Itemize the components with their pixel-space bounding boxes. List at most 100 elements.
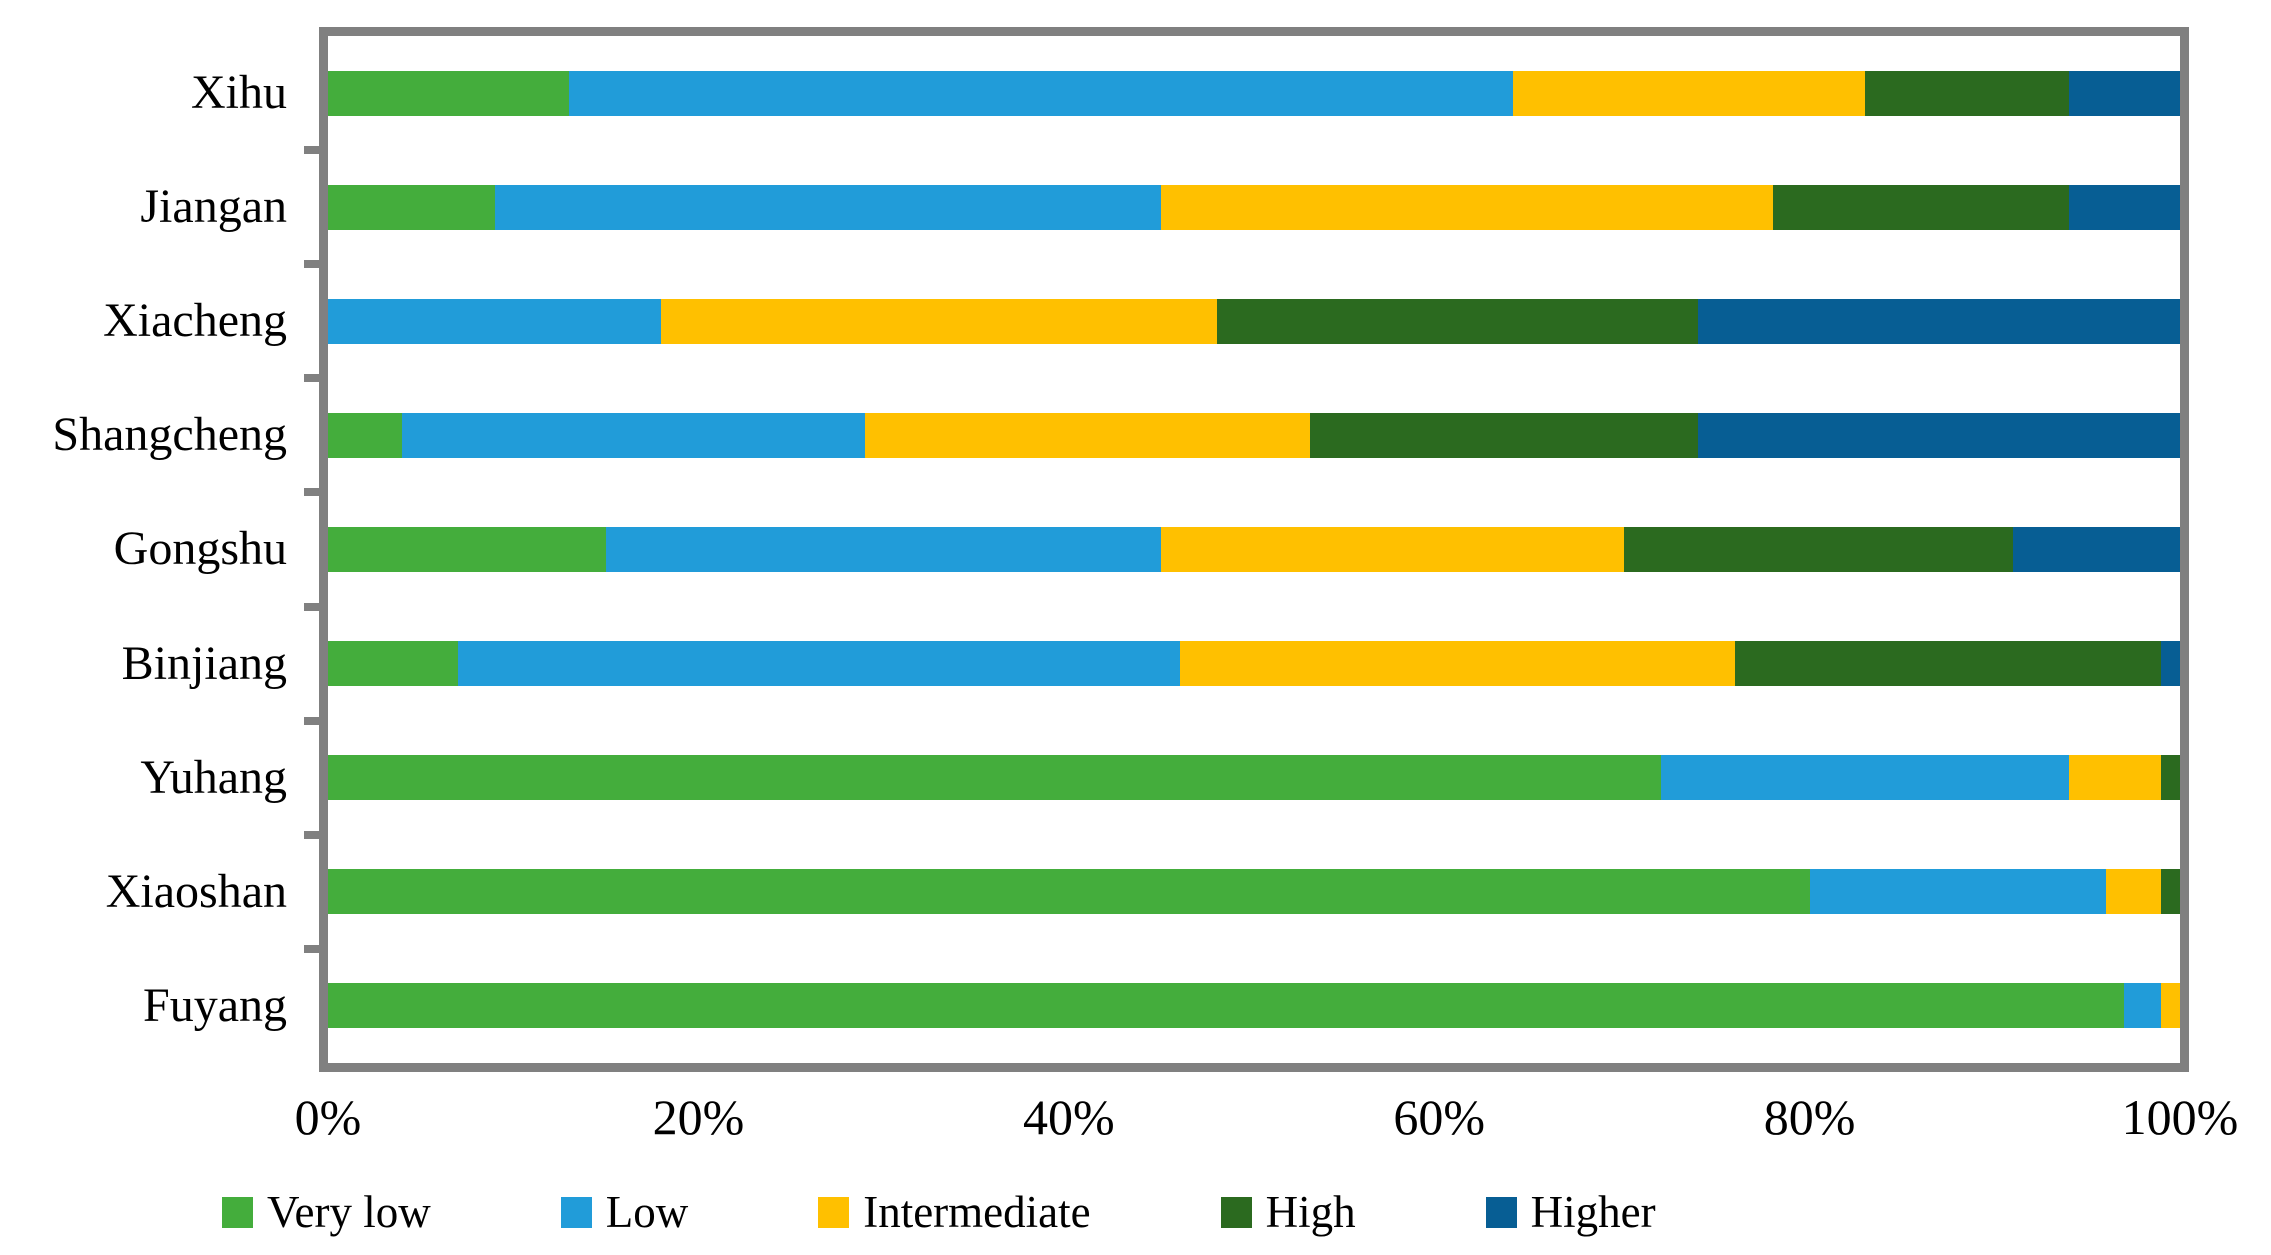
x-tick-label: 80% (1763, 1089, 1856, 1145)
category-label: Yuhang (140, 750, 287, 804)
stacked-bar (328, 184, 2180, 230)
bar-segment-higher (1698, 412, 2180, 458)
bar-segment-higher (2068, 70, 2180, 116)
legend-label: Higher (1530, 1187, 1656, 1237)
bar-segment-low (568, 70, 1514, 116)
x-tick-label: 100% (2121, 1089, 2239, 1145)
category-label: Xiaoshan (105, 864, 287, 918)
legend-label: Intermediate (863, 1187, 1091, 1237)
bar-row (328, 36, 2180, 150)
bar-segment-very-low (328, 526, 606, 572)
bar-segment-high (1865, 70, 2069, 116)
bar-segment-low (1661, 755, 2069, 801)
y-axis-tick (304, 716, 319, 725)
bar-row (328, 949, 2180, 1063)
stacked-bar (328, 298, 2180, 344)
legend-label: Very low (267, 1187, 431, 1237)
bar-segment-intermediate (1513, 70, 1866, 116)
legend-item: High (1220, 1186, 1356, 1238)
y-axis-tick (304, 830, 319, 839)
bar-segment-higher (2161, 641, 2180, 687)
bar-segment-high (1216, 298, 1699, 344)
bar-segment-higher (2068, 184, 2180, 230)
bar-segment-intermediate (2161, 983, 2180, 1029)
category-label: Jiangan (140, 180, 287, 234)
bar-segment-intermediate (1179, 641, 1736, 687)
legend-item: Higher (1485, 1186, 1656, 1238)
y-axis-tick (304, 602, 319, 611)
legend-swatch (222, 1196, 253, 1228)
bar-segment-intermediate (1161, 526, 1625, 572)
legend-item: Intermediate (818, 1186, 1091, 1238)
bar-segment-low (605, 526, 1162, 572)
legend-swatch (560, 1196, 592, 1228)
legend-swatch (1485, 1196, 1517, 1228)
stacked-bar (328, 526, 2180, 572)
category-label: Shangcheng (52, 408, 287, 462)
x-tick-label: 60% (1393, 1089, 1486, 1145)
bar-segment-high (2161, 869, 2180, 915)
x-tick-label: 40% (1022, 1089, 1115, 1145)
legend-swatch (1220, 1196, 1252, 1228)
bar-row (328, 150, 2180, 264)
bar-segment-high (1772, 184, 2069, 230)
bar-segment-low (2124, 983, 2162, 1029)
category-label: Gongshu (113, 522, 287, 576)
bar-row (328, 607, 2180, 721)
bar-segment-low (494, 184, 1162, 230)
bar-segment-low (1809, 869, 2106, 915)
bar-row (328, 264, 2180, 378)
legend-label: Low (605, 1187, 689, 1237)
bar-row (328, 378, 2180, 492)
bar-segment-high (2161, 755, 2180, 801)
stacked-bar (328, 412, 2180, 458)
x-tick-label: 0% (294, 1089, 362, 1145)
bar-row (328, 721, 2180, 835)
y-axis-tick (304, 488, 319, 497)
bar-segment-intermediate (1161, 184, 1773, 230)
bar-segment-very-low (328, 755, 1662, 801)
stacked-bar (328, 869, 2180, 915)
category-label: Xihu (191, 66, 287, 120)
bar-row (328, 492, 2180, 606)
bar-segment-low (457, 641, 1180, 687)
bar-segment-low (328, 298, 662, 344)
bar-segment-high (1309, 412, 1699, 458)
y-axis-tick (304, 374, 319, 383)
y-axis-labels: Xihu Jiangan Xiacheng Shangcheng Gongshu Binj… (0, 27, 319, 1072)
bar-segment-low (402, 412, 866, 458)
bar-segment-higher (1698, 298, 2180, 344)
legend-item: Very low (222, 1186, 431, 1238)
bar-segment-very-low (328, 983, 2125, 1029)
y-axis-tick (304, 146, 319, 155)
legend-swatch (818, 1196, 850, 1228)
bar-segment-very-low (328, 70, 569, 116)
chart-body: Xihu Jiangan Xiacheng Shangcheng Gongshu Binj… (0, 27, 2189, 1072)
bar-segment-intermediate (661, 298, 1217, 344)
bar-segment-high (1624, 526, 2014, 572)
bar-segment-intermediate (2068, 755, 2162, 801)
y-axis-tick (304, 260, 319, 269)
y-axis-tick (304, 944, 319, 953)
stacked-bar (328, 983, 2180, 1029)
bar-segment-higher (2013, 526, 2180, 572)
category-label: Xiacheng (103, 294, 287, 348)
legend-label: High (1265, 1187, 1356, 1237)
x-tick-label: 20% (652, 1089, 745, 1145)
stacked-bar (328, 755, 2180, 801)
stacked-bar (328, 641, 2180, 687)
bar-segment-intermediate (865, 412, 1310, 458)
bar-row (328, 835, 2180, 949)
stacked-bar (328, 70, 2180, 116)
legend-item: Low (560, 1186, 689, 1238)
bar-segment-high (1735, 641, 2162, 687)
bar-segment-very-low (328, 412, 403, 458)
bar-segment-very-low (328, 869, 1810, 915)
bar-segment-very-low (328, 641, 458, 687)
x-axis-labels: 0% 20% 40% 60% 80% 100% (295, 1088, 2239, 1150)
plot-area (304, 27, 2189, 1072)
legend: Very low Low Intermediate High Higher (222, 1183, 1656, 1241)
category-label: Fuyang (143, 978, 287, 1032)
category-label: Binjiang (121, 636, 287, 690)
